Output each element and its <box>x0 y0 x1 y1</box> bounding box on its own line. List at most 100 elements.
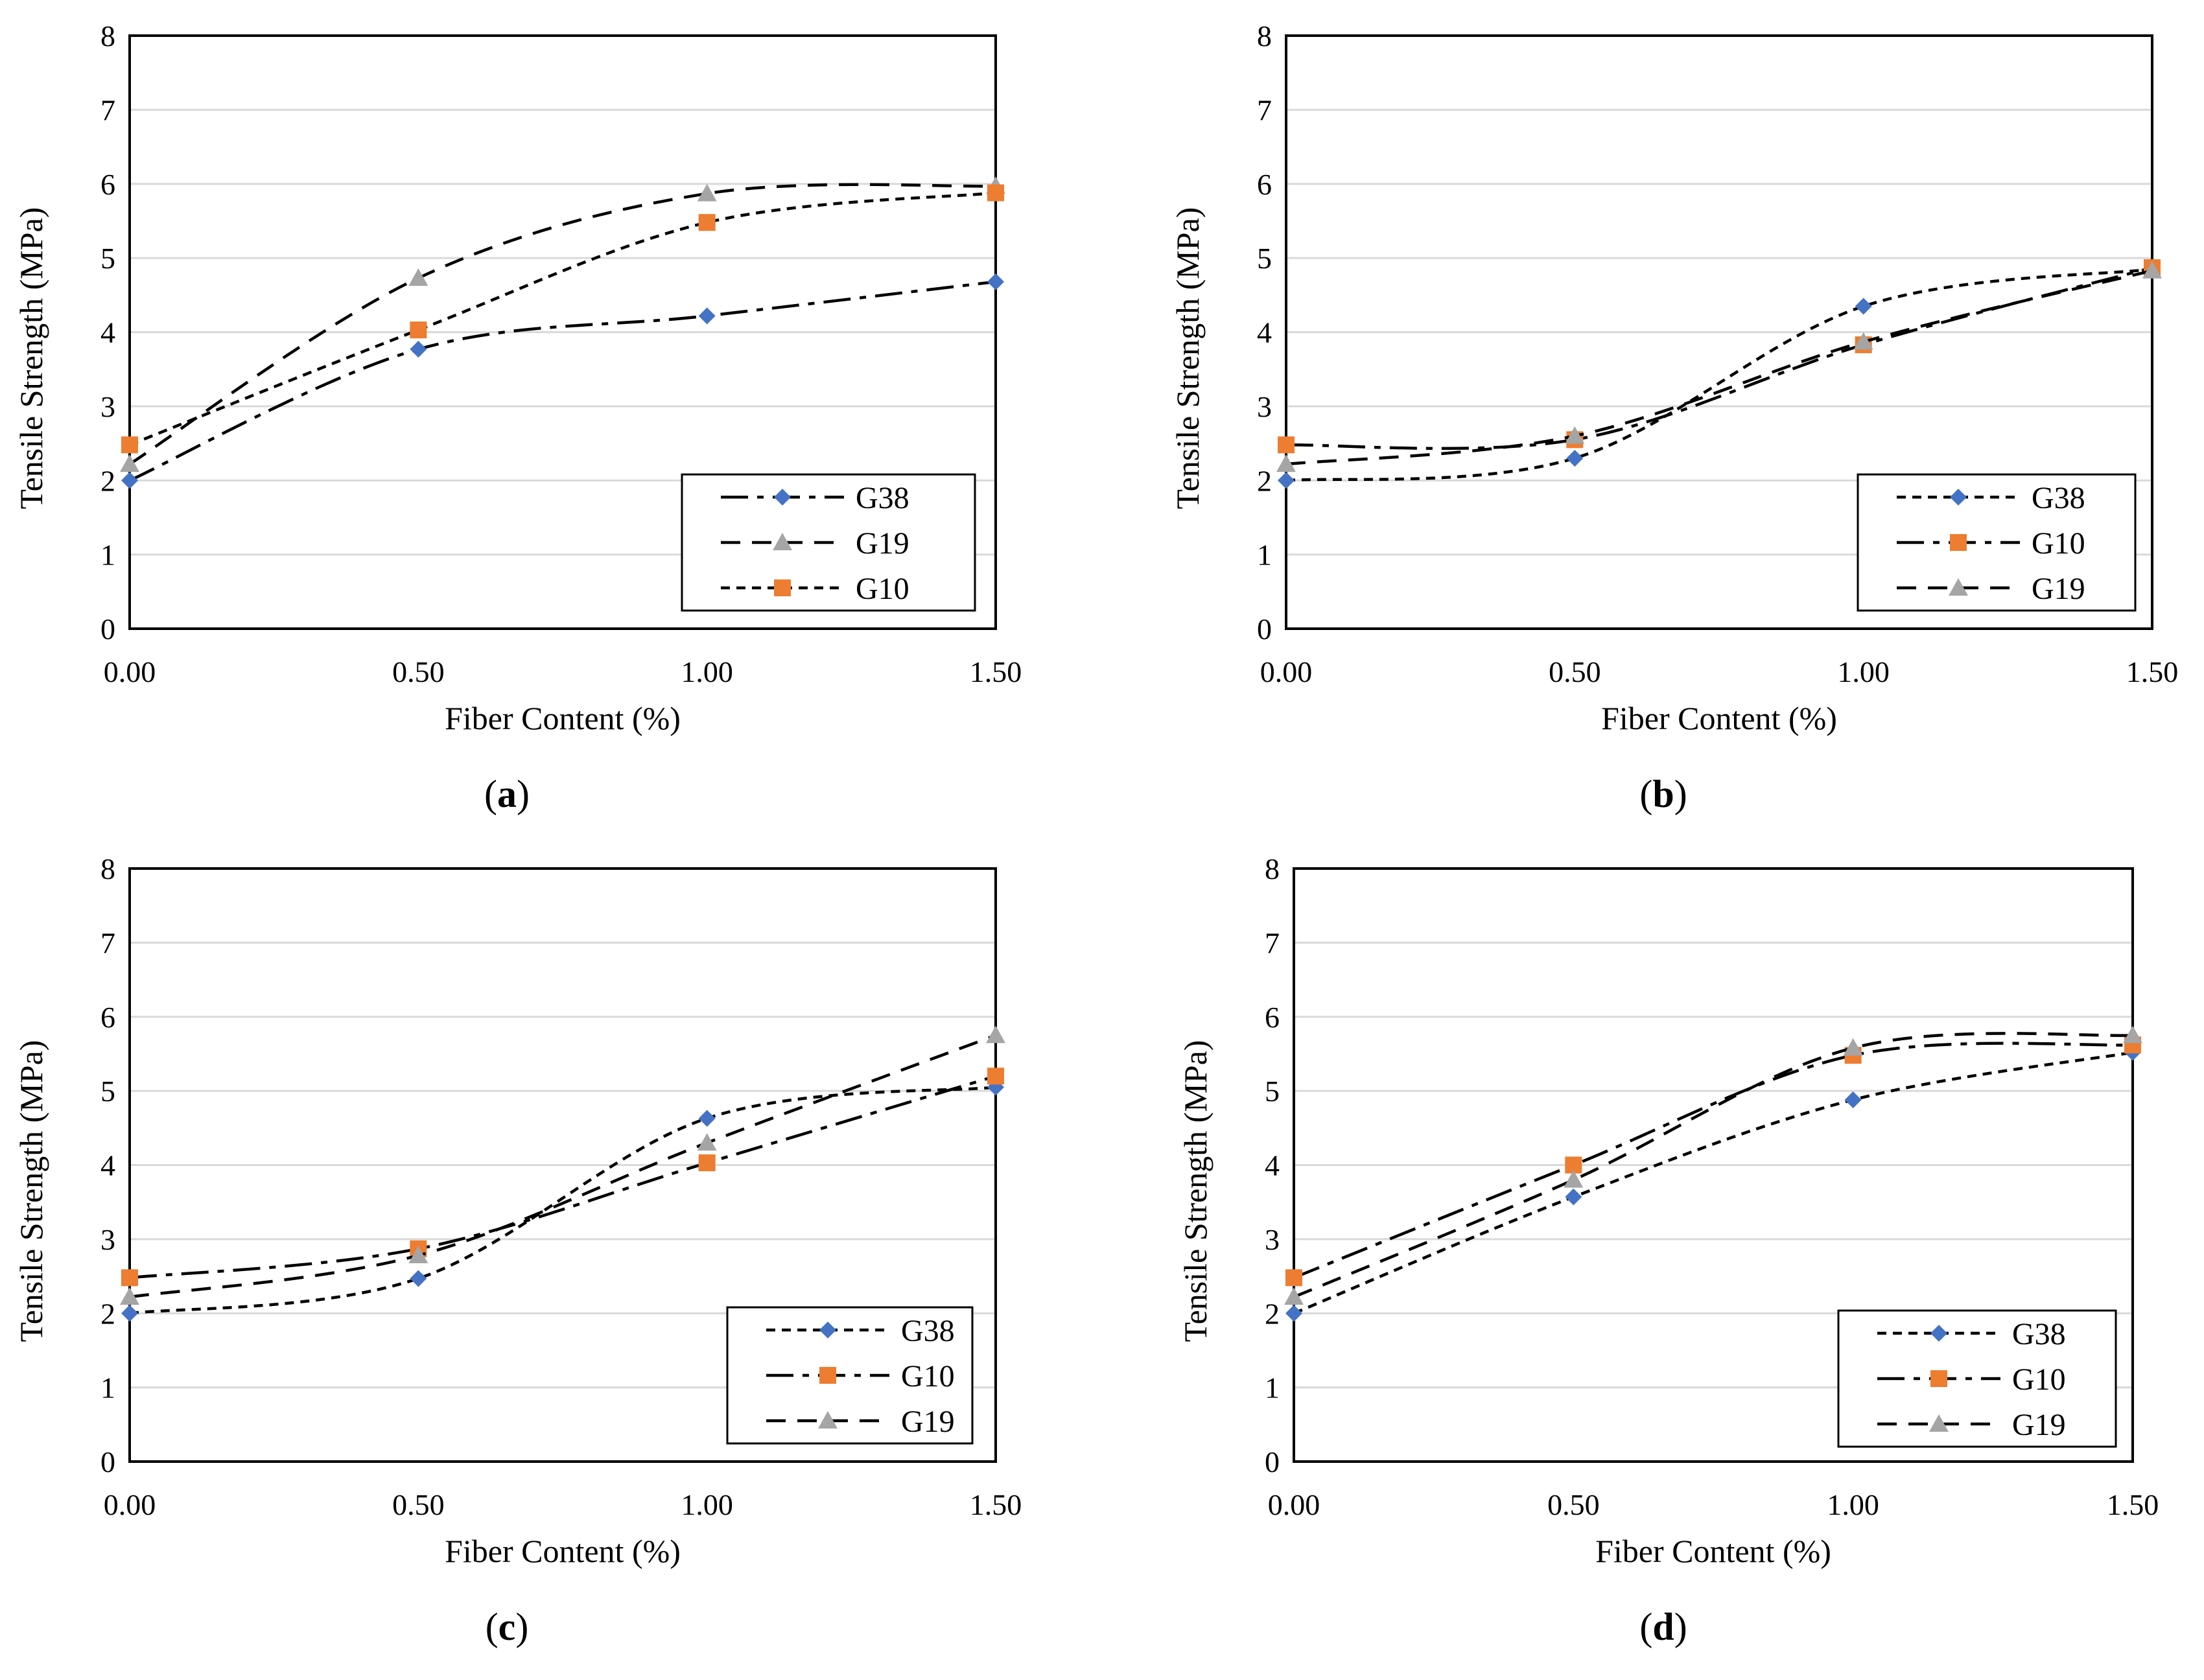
caption-letter: b <box>1652 773 1674 815</box>
y-tick-label: 3 <box>1257 390 1272 423</box>
y-tick-label: 4 <box>100 1149 115 1182</box>
data-point-g38 <box>410 1270 427 1287</box>
y-tick-label: 6 <box>1257 168 1272 201</box>
y-tick-label: 2 <box>100 464 115 497</box>
x-tick-label: 1.00 <box>681 655 733 688</box>
series-line-g10 <box>129 1075 996 1279</box>
y-tick-label: 4 <box>1257 316 1272 349</box>
x-axis-title: Fiber Content (%) <box>1601 700 1837 736</box>
y-tick-label: 5 <box>100 1075 115 1108</box>
data-point-g38 <box>1855 298 1872 315</box>
y-tick-label: 7 <box>100 93 115 126</box>
data-point-g38 <box>1278 472 1295 489</box>
y-tick-label: 0 <box>100 612 115 646</box>
data-point-g19 <box>408 268 428 286</box>
x-tick-label: 0.50 <box>392 655 445 688</box>
legend-marker-g10 <box>819 1367 836 1384</box>
legend-label-g10: G10 <box>856 572 909 606</box>
data-point-g10 <box>987 1068 1004 1085</box>
caption-paren: ) <box>515 1605 528 1648</box>
x-tick-label: 0.50 <box>1547 1488 1600 1521</box>
y-tick-label: 8 <box>100 852 115 885</box>
x-axis-title: Fiber Content (%) <box>445 1533 681 1569</box>
series-line-g19 <box>128 183 996 465</box>
legend-marker-g19 <box>773 533 792 550</box>
plot-area-frame <box>128 34 997 630</box>
x-tick-label: 0.00 <box>104 1488 156 1521</box>
data-point-g38 <box>1844 1091 1862 1108</box>
legend-label-g19: G19 <box>856 526 909 561</box>
data-point-g10 <box>698 214 716 231</box>
y-tick-label: 1 <box>1265 1371 1280 1405</box>
legend-marker-g10 <box>1950 534 1967 551</box>
caption-letter: c <box>498 1605 516 1648</box>
legend-marker-g10 <box>774 579 791 596</box>
legend-marker-g38 <box>1950 489 1967 506</box>
data-point-g38 <box>987 273 1004 290</box>
y-tick-label: 0 <box>1265 1445 1280 1478</box>
y-tick-label: 2 <box>100 1297 115 1330</box>
y-tick-label: 4 <box>1265 1149 1280 1182</box>
x-tick-label: 0.50 <box>1549 655 1601 688</box>
legend-marker-g10 <box>1930 1370 1947 1387</box>
y-tick-label: 2 <box>1265 1297 1280 1330</box>
y-tick-label: 3 <box>100 1223 115 1256</box>
x-tick-label: 1.00 <box>1837 655 1890 688</box>
data-point-g19 <box>408 1246 428 1264</box>
data-point-g19 <box>697 1133 717 1151</box>
y-tick-label: 5 <box>1257 242 1272 275</box>
x-tick-label: 0.50 <box>392 1488 445 1521</box>
x-tick-label: 1.00 <box>1827 1488 1879 1521</box>
data-point-g19 <box>2123 1025 2142 1044</box>
y-axis-title: Tensile Strength (MPa) <box>1177 1040 1213 1342</box>
data-point-g38 <box>1566 449 1584 467</box>
caption-paren: ) <box>517 773 530 815</box>
series-line-g10 <box>1285 266 2153 450</box>
caption-letter: a <box>497 773 517 815</box>
x-tick-label: 0.00 <box>1268 1488 1320 1521</box>
y-tick-label: 6 <box>100 1001 115 1034</box>
x-tick-label: 1.50 <box>970 655 1022 688</box>
legend-marker-g19 <box>818 1411 838 1429</box>
data-point-g19 <box>986 1025 1005 1044</box>
legend: G38 G10 G19 <box>726 1306 974 1445</box>
y-tick-label: 4 <box>100 316 115 349</box>
y-tick-label: 8 <box>100 19 115 52</box>
x-tick-label: 0.00 <box>104 655 156 688</box>
x-tick-label: 1.50 <box>2107 1488 2159 1521</box>
y-tick-label: 1 <box>1257 539 1272 572</box>
series-line-g19 <box>129 1034 996 1299</box>
y-tick-label: 2 <box>1257 464 1272 497</box>
legend-label-g38: G38 <box>2012 1317 2066 1351</box>
panel-caption: (a) <box>484 773 530 815</box>
y-tick-label: 1 <box>100 539 115 572</box>
data-point-g38 <box>698 307 716 325</box>
legend-label-g19: G19 <box>901 1405 955 1439</box>
y-axis-title: Tensile Strength (MPa) <box>13 1040 49 1342</box>
x-tick-label: 1.50 <box>970 1488 1022 1521</box>
legend: G38 G10 G19 <box>1837 1309 2117 1448</box>
y-tick-label: 6 <box>1265 1001 1280 1034</box>
y-tick-label: 7 <box>1265 926 1280 959</box>
y-tick-label: 5 <box>1265 1075 1280 1108</box>
data-point-g19 <box>1276 454 1296 472</box>
data-point-g19 <box>1843 1038 1863 1056</box>
chart-panel-d: 0 1 2 3 4 5 6 7 8 0.00 0.50 1.00 1.50 Fiber Content (… <box>1177 852 2159 1648</box>
data-point-g10 <box>121 1269 138 1287</box>
chart-panel-b: 0 1 2 3 4 5 6 7 8 0.00 0.50 1.00 1.50 Fiber Content (… <box>1169 19 2178 815</box>
data-point-g19 <box>1564 1170 1584 1188</box>
legend-marker-g38 <box>819 1322 836 1338</box>
data-point-g38 <box>121 1305 138 1322</box>
data-point-g19 <box>1565 426 1585 444</box>
plot-area-frame <box>1293 867 2134 1463</box>
data-point-g38 <box>121 472 138 489</box>
y-tick-label: 8 <box>1257 19 1272 52</box>
data-point-g38 <box>410 340 427 358</box>
caption-letter: d <box>1652 1605 1674 1648</box>
panel-caption: (b) <box>1639 773 1687 815</box>
legend-label-g38: G38 <box>901 1314 955 1348</box>
legend-marker-g19 <box>1929 1414 1949 1432</box>
legend-marker-g38 <box>1930 1325 1947 1342</box>
caption-paren: ) <box>1674 773 1687 815</box>
y-tick-label: 3 <box>1265 1223 1280 1256</box>
